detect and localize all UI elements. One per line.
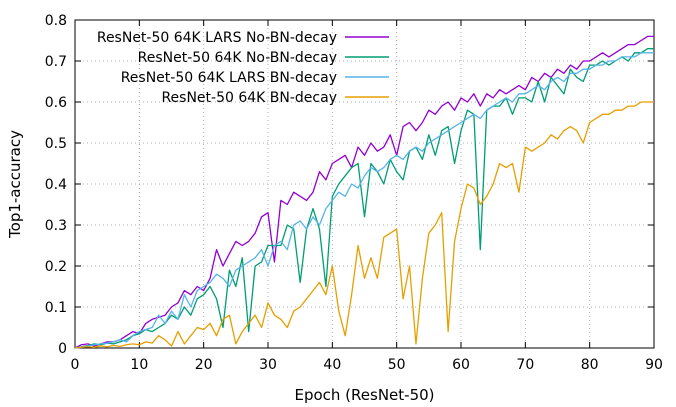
series-line-1	[74, 35, 654, 349]
y-tick-label: 0.5	[45, 136, 67, 152]
series-line-3	[74, 52, 654, 349]
y-tick-label: 0.4	[45, 177, 67, 193]
x-tick-label: 50	[388, 357, 406, 373]
y-tick-label: 0.8	[45, 13, 67, 29]
y-tick-label: 0	[58, 341, 67, 357]
x-tick-label: 40	[323, 357, 341, 373]
legend: ResNet-50 64K LARS No-BN-decay ResNet-50 …	[97, 30, 389, 106]
y-tick-label: 0.7	[45, 54, 67, 70]
series-lines	[74, 35, 654, 349]
x-tick-label: 60	[452, 357, 470, 373]
y-tick-label: 0.2	[45, 259, 67, 275]
series-line-4	[74, 101, 654, 349]
x-tick-label: 30	[259, 357, 277, 373]
legend-label-2: ResNet-50 64K No-BN-decay	[138, 50, 337, 66]
x-tick-label: 0	[71, 357, 80, 373]
x-tick-label: 10	[130, 357, 148, 373]
x-axis-label: Epoch (ResNet-50)	[294, 386, 434, 404]
y-tick-label: 0.1	[45, 300, 67, 316]
legend-label-1: ResNet-50 64K LARS No-BN-decay	[97, 30, 337, 46]
y-tick-label: 0.6	[45, 95, 67, 111]
x-tick-label: 70	[516, 357, 534, 373]
series-line-2	[74, 48, 654, 349]
x-tick-label: 90	[645, 357, 663, 373]
x-tick-label: 80	[581, 357, 599, 373]
grid	[75, 20, 654, 348]
y-axis-label: Top1-accuracy	[6, 130, 24, 239]
x-tick-label: 20	[195, 357, 213, 373]
legend-label-3: ResNet-50 64K LARS BN-decay	[121, 70, 337, 86]
y-tick-label: 0.3	[45, 218, 67, 234]
legend-label-4: ResNet-50 64K BN-decay	[161, 90, 337, 106]
axis-ticks: 0 0.1 0.2 0.3 0.4 0.5 0.6 0.7 0.8 0 10 20 30 40 50 60 70…	[45, 13, 663, 373]
